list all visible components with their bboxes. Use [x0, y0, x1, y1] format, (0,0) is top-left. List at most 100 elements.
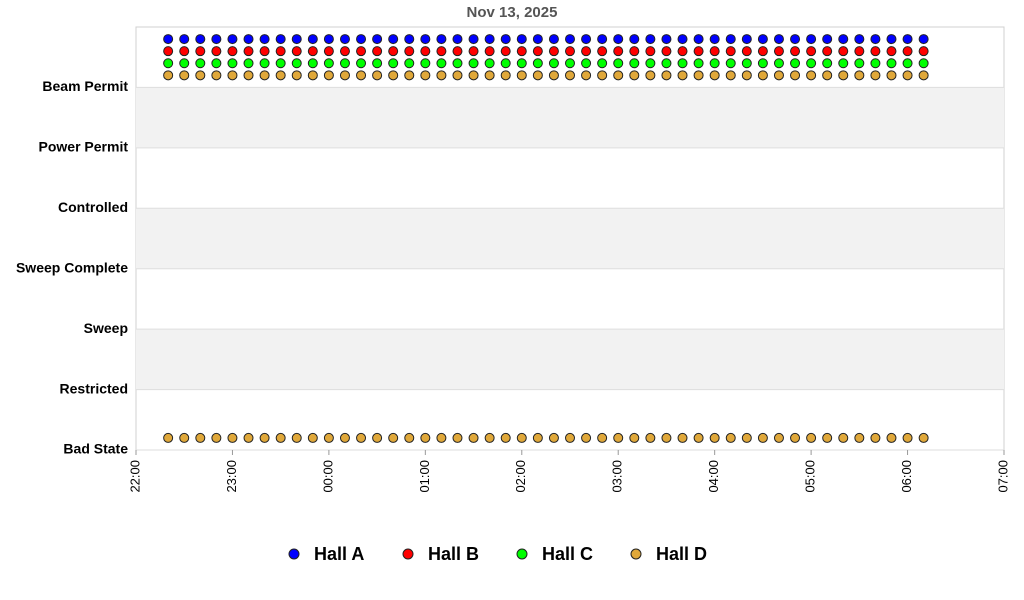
y-tick-label: Sweep Complete	[16, 259, 128, 275]
point	[436, 70, 447, 81]
point	[709, 58, 720, 69]
point	[356, 70, 367, 81]
point	[291, 46, 302, 57]
point	[597, 432, 608, 443]
point	[902, 432, 913, 443]
point	[918, 58, 929, 69]
y-tick-label: Restricted	[60, 380, 128, 396]
point	[661, 46, 672, 57]
point	[693, 70, 704, 81]
point	[773, 34, 784, 45]
point	[629, 34, 640, 45]
point	[468, 70, 479, 81]
point	[163, 70, 174, 81]
point	[452, 46, 463, 57]
point	[709, 432, 720, 443]
point	[613, 34, 624, 45]
point	[372, 70, 383, 81]
point	[372, 34, 383, 45]
point	[211, 46, 222, 57]
point	[211, 70, 222, 81]
point	[741, 432, 752, 443]
point	[709, 34, 720, 45]
point	[597, 58, 608, 69]
point	[725, 58, 736, 69]
point	[516, 34, 527, 45]
point	[565, 432, 575, 443]
x-tick-label: 22:00	[127, 460, 142, 493]
point	[468, 46, 479, 57]
point	[339, 58, 350, 69]
point	[243, 432, 254, 443]
point	[870, 58, 881, 69]
point	[581, 70, 592, 81]
point	[211, 432, 222, 443]
point	[307, 46, 318, 57]
point	[179, 70, 190, 81]
point	[275, 70, 286, 81]
point	[613, 58, 624, 69]
point	[323, 58, 334, 69]
point	[613, 70, 624, 81]
point	[565, 58, 575, 69]
point	[645, 58, 656, 69]
y-tick-label: Bad State	[63, 441, 128, 457]
point	[420, 70, 431, 81]
point	[902, 46, 913, 57]
point	[581, 432, 592, 443]
point	[436, 432, 447, 443]
point	[725, 34, 736, 45]
point	[404, 432, 415, 443]
x-tick-label: 04:00	[706, 460, 721, 493]
y-tick-label: Beam Permit	[42, 78, 128, 94]
point	[516, 70, 527, 81]
point	[822, 46, 833, 57]
point	[838, 432, 849, 443]
point	[468, 34, 479, 45]
point	[741, 34, 752, 45]
point	[372, 46, 383, 57]
point	[452, 70, 463, 81]
point	[757, 432, 768, 443]
x-tick-label: 07:00	[995, 460, 1010, 493]
point	[918, 34, 929, 45]
point	[806, 70, 817, 81]
point	[677, 46, 688, 57]
point	[565, 46, 575, 57]
point	[806, 34, 817, 45]
point	[484, 46, 495, 57]
point	[629, 58, 640, 69]
point	[179, 58, 190, 69]
point	[838, 70, 849, 81]
point	[854, 70, 865, 81]
point	[532, 58, 543, 69]
point	[677, 432, 688, 443]
point	[581, 58, 592, 69]
legend-marker	[402, 548, 414, 560]
x-tick-label: 01:00	[417, 460, 432, 493]
point	[629, 46, 640, 57]
y-tick-label: Controlled	[58, 199, 128, 215]
point	[307, 70, 318, 81]
point	[822, 70, 833, 81]
point	[500, 432, 511, 443]
point	[693, 46, 704, 57]
point	[339, 70, 350, 81]
point	[323, 432, 334, 443]
point	[709, 70, 720, 81]
point	[500, 70, 511, 81]
point	[548, 46, 559, 57]
point	[790, 46, 801, 57]
legend: Hall A Hall B Hall C Hall D	[288, 544, 707, 564]
chart-title: Nov 13, 2025	[467, 4, 558, 21]
point	[243, 70, 254, 81]
point	[195, 70, 206, 81]
point	[886, 432, 897, 443]
point	[500, 34, 511, 45]
point	[677, 58, 688, 69]
point	[372, 58, 383, 69]
point	[388, 432, 399, 443]
point	[323, 46, 334, 57]
point	[323, 70, 334, 81]
point	[307, 58, 318, 69]
